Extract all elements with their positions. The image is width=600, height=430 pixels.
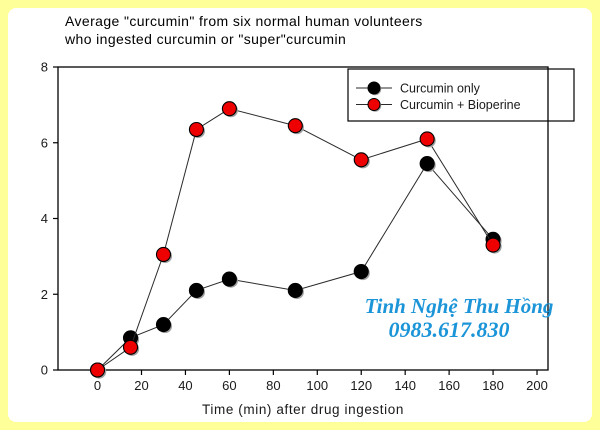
plot-area: 0 20 40 60 80 100 120 140 160 180 200 0 2 4 6 8 xyxy=(41,60,549,393)
x-tick-label: 40 xyxy=(178,378,192,393)
data-point-marker xyxy=(188,282,204,299)
legend: Curcumin only Curcumin + Bioperine xyxy=(347,68,575,122)
x-tick-label: 180 xyxy=(482,378,504,393)
data-point-marker xyxy=(221,271,237,287)
x-tick-label: 20 xyxy=(134,378,148,393)
x-tick-label: 0 xyxy=(94,378,101,393)
x-tick-label: 80 xyxy=(266,378,280,393)
watermark: Tinh Nghệ Thu Hồng 0983.617.830 xyxy=(365,294,554,342)
y-tick-label: 4 xyxy=(41,211,48,226)
data-point-marker xyxy=(287,118,303,134)
legend-box xyxy=(347,68,575,122)
x-tick-label: 100 xyxy=(306,378,328,393)
watermark-phone-text: 0983.617.830 xyxy=(389,317,510,342)
legend-label-curcumin-only: Curcumin only xyxy=(400,82,481,96)
chart-title-line2: who ingested curcumin or "super"curcumin xyxy=(64,31,346,47)
x-tick-label: 60 xyxy=(222,378,236,393)
x-tick-label: 160 xyxy=(438,378,460,393)
y-tick-label: 2 xyxy=(41,287,48,302)
x-tick-label: 120 xyxy=(350,378,372,393)
chart-title-line1: Average "curcumin" from six normal human… xyxy=(65,13,423,29)
legend-marker xyxy=(367,81,381,95)
x-tick-label: 140 xyxy=(394,378,416,393)
legend-label-curcumin-bioperine: Curcumin + Bioperine xyxy=(400,98,521,112)
data-point-marker xyxy=(419,156,435,172)
data-point-marker xyxy=(419,131,435,147)
data-point-marker xyxy=(287,282,303,299)
data-point-marker xyxy=(221,101,237,117)
data-point-marker xyxy=(155,246,172,263)
chart-canvas xyxy=(8,8,592,422)
legend-markers xyxy=(356,81,392,112)
data-point-marker xyxy=(485,237,501,253)
x-axis-title: Time (min) after drug ingestion xyxy=(202,402,404,417)
data-point-marker xyxy=(353,263,369,280)
y-tick-label: 8 xyxy=(41,60,48,75)
y-tick-label: 6 xyxy=(41,135,48,150)
y-tick-label: 0 xyxy=(41,363,48,378)
data-point-marker xyxy=(155,316,172,333)
data-point-marker xyxy=(188,121,204,138)
x-tick-label: 200 xyxy=(526,378,548,393)
data-point-marker xyxy=(122,339,139,355)
data-point-marker xyxy=(90,362,106,378)
watermark-name-text: Tinh Nghệ Thu Hồng xyxy=(365,294,554,318)
data-point-marker xyxy=(353,152,369,168)
legend-marker xyxy=(367,98,381,111)
